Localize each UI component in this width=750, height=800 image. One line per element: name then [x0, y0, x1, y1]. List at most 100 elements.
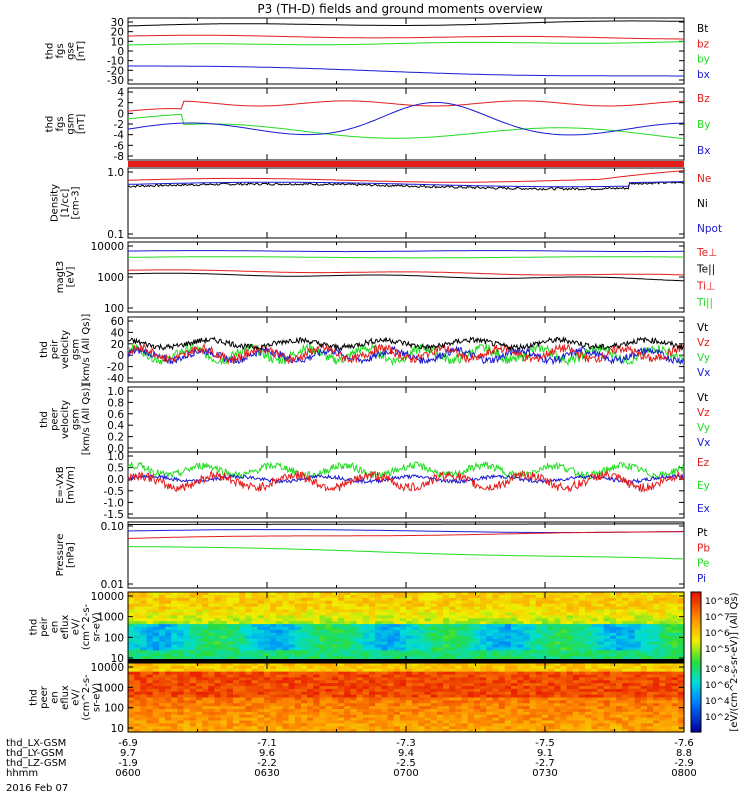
spectrogram-cell	[529, 688, 537, 693]
spectrogram-cell	[239, 706, 246, 710]
spectrogram-cell	[195, 632, 203, 637]
spectrogram-cell	[393, 606, 401, 611]
spectrogram-cell	[288, 603, 296, 608]
spectrogram-cell	[640, 729, 648, 733]
spectrogram-cell	[560, 709, 568, 713]
spectrogram-cell	[344, 656, 351, 660]
spectrogram-cell	[294, 723, 302, 727]
spectrogram-cell	[375, 597, 382, 602]
spectrogram-cell	[195, 629, 203, 634]
spectrogram-cell	[566, 629, 574, 634]
spectrogram-cell	[134, 700, 141, 704]
spectrogram-cell	[436, 671, 444, 676]
spectrogram-cell	[665, 624, 673, 628]
spectrogram-cell	[381, 629, 389, 634]
spectrogram-cell	[245, 686, 253, 690]
spectrogram-cell	[325, 706, 333, 710]
spectrogram-cell	[430, 683, 438, 687]
spectrogram-cell	[486, 650, 494, 654]
spectrogram-cell	[344, 694, 351, 699]
spectrogram-cell	[300, 609, 308, 614]
spectrogram-cell	[399, 592, 407, 596]
spectrogram-cell	[282, 668, 290, 673]
spectrogram-cell	[375, 665, 382, 670]
spectrogram-cell	[195, 606, 203, 611]
spectrogram-cell	[263, 600, 271, 605]
spectrogram-cell	[226, 720, 234, 724]
spectrogram-cell	[591, 627, 599, 631]
spectrogram-cell	[498, 627, 506, 631]
spectrogram-cell	[319, 621, 327, 625]
spectrogram-cell	[177, 703, 185, 707]
spectrogram-cell	[511, 603, 518, 608]
spectrogram-cell	[443, 671, 450, 676]
spectrogram-cell	[393, 677, 401, 681]
spectrogram-cell	[300, 691, 308, 696]
spectrogram-cell	[473, 723, 481, 727]
spectrogram-cell	[572, 635, 580, 640]
spectrogram-cell	[498, 641, 506, 646]
spectrogram-cell	[325, 671, 333, 676]
spectrogram-cell	[480, 618, 487, 622]
spectrogram-cell	[449, 638, 457, 643]
spectrogram-cell	[412, 686, 419, 690]
spectrogram-cell	[368, 594, 376, 599]
spectrogram-cell	[189, 618, 197, 622]
spectrogram-cell	[566, 612, 574, 616]
series-Npot	[127, 181, 684, 188]
spectrogram-cell	[492, 656, 500, 660]
spectrogram-cell	[504, 711, 512, 716]
spectrogram-cell	[319, 671, 327, 676]
colorbar-segment	[691, 671, 701, 675]
spectrogram-cell	[585, 629, 592, 634]
spectrogram-cell	[387, 656, 395, 660]
spectrogram-cell	[313, 644, 321, 649]
spectrogram-cell	[467, 683, 475, 687]
spectrogram-cell	[609, 717, 617, 722]
spectrogram-cell	[529, 723, 537, 727]
spectrogram-cell	[529, 677, 537, 681]
spectrogram-cell	[646, 706, 654, 710]
spectrogram-cell	[436, 663, 444, 667]
spectrogram-cell	[443, 700, 450, 704]
spectrogram-cell	[152, 612, 160, 616]
spectrogram-cell	[572, 606, 580, 611]
spectrogram-cell	[257, 674, 265, 678]
spectrogram-cell	[208, 629, 216, 634]
spectrogram-cell	[671, 665, 679, 670]
spectrogram-cell	[665, 665, 673, 670]
y-tick-label: 10000	[91, 591, 124, 603]
spectrogram-cell	[634, 624, 642, 628]
spectrogram-cell	[566, 697, 574, 701]
spectrogram-cell	[591, 606, 599, 611]
spectrogram-cell	[128, 663, 135, 667]
spectrogram-cell	[183, 615, 191, 619]
spectrogram-cell	[350, 723, 358, 727]
spectrogram-cell	[517, 621, 524, 625]
spectrogram-cell	[473, 592, 481, 596]
spectrogram-cell	[554, 647, 562, 651]
spectrogram-cell	[399, 717, 407, 722]
spectrogram-cell	[566, 656, 574, 660]
spectrogram-cell	[282, 720, 290, 724]
spectrogram-cell	[529, 621, 537, 625]
spectrogram-cell	[566, 671, 574, 676]
spectrogram-cell	[640, 711, 648, 716]
spectrogram-cell	[603, 615, 611, 619]
spectrogram-cell	[634, 683, 642, 687]
spectrogram-cell	[517, 603, 524, 608]
spectrogram-cell	[356, 686, 364, 690]
spectrogram-cell	[548, 606, 555, 611]
y-tick-label: 40	[111, 327, 124, 339]
spectrogram-cell	[152, 700, 160, 704]
spectrogram-cell	[307, 650, 314, 654]
spectrogram-cell	[566, 663, 574, 667]
spectrogram-cell	[263, 641, 271, 646]
spectrogram-cell	[436, 656, 444, 660]
spectrogram-cell	[319, 603, 327, 608]
spectrogram-cell	[628, 720, 636, 724]
spectrogram-cell	[480, 647, 487, 651]
spectrogram-cell	[591, 621, 599, 625]
spectrogram-cell	[140, 714, 148, 719]
spectrogram-cell	[165, 644, 172, 649]
